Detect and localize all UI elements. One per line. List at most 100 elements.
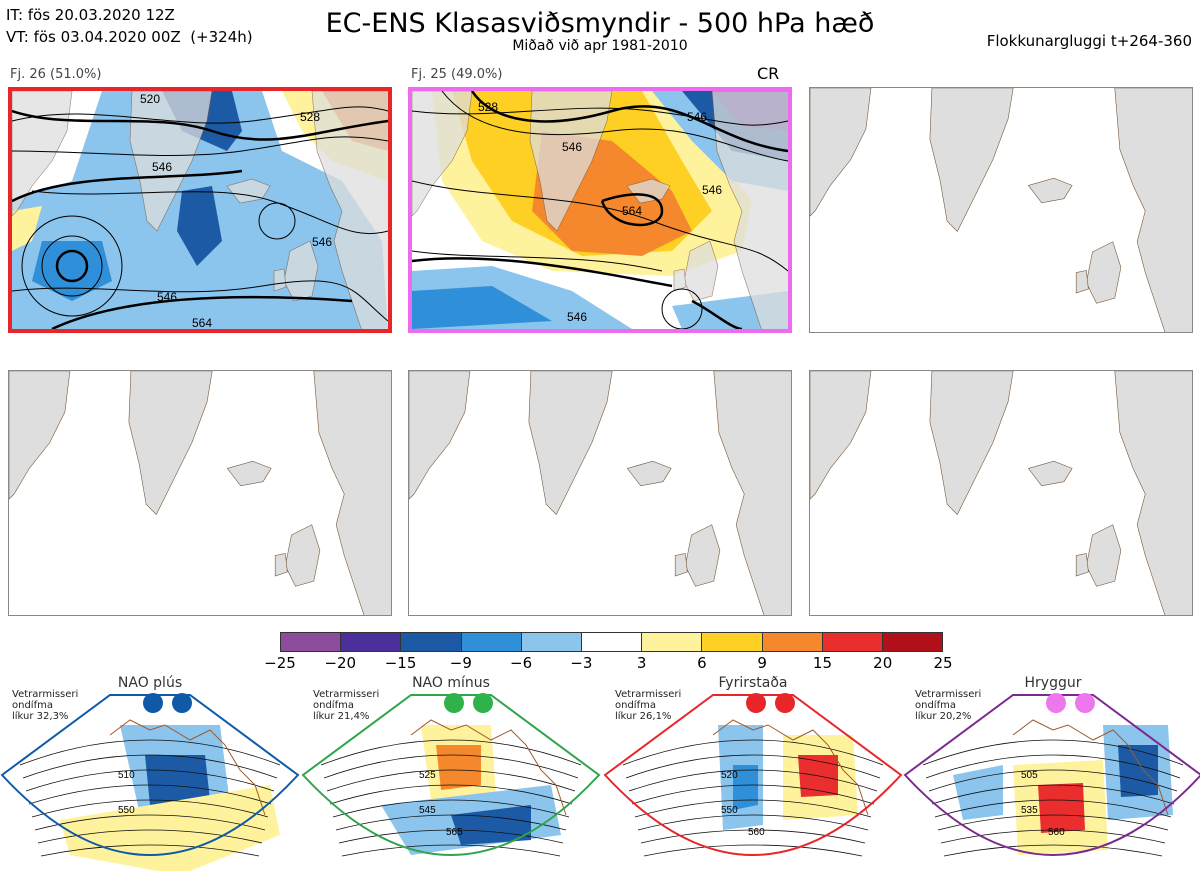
height-contour [928,769,1178,792]
colorbar-tick: 15 [812,654,832,672]
cluster-map-2: 528 546 546 564 546 546 [412,91,788,329]
cluster-panel-3 [809,87,1193,333]
colorbar-swatch [581,633,643,651]
colorbar-swatch [401,633,462,651]
regime-dot [746,693,766,713]
regime-border [603,694,903,856]
height-contour [40,844,260,857]
coastline [712,719,869,816]
contour-label: 546 [702,183,722,197]
contour-label: 510 [118,770,135,781]
anomaly-area [1038,783,1085,833]
contour-label: 546 [687,110,707,124]
height-contour [22,754,278,779]
cluster-panel-4 [8,370,392,616]
anomaly-area [1118,745,1158,797]
regime-dot [1046,693,1066,713]
height-contour [637,814,869,831]
contour-label: 525 [419,770,436,781]
regime-dot [1075,693,1095,713]
contour-label: 565 [446,827,463,838]
contour-label: 520 [140,92,160,106]
coastline [410,719,567,816]
height-contour [634,799,872,818]
regime-map: 510 550 [0,693,300,871]
coastline [109,719,266,816]
height-contour [31,799,269,818]
height-contour [631,784,875,805]
colorbar-swatch [281,633,342,651]
page-subtitle: Miðað við apr 1981-2010 [512,38,688,54]
regime-note: Vetrarmisseri ondífma líkur 20,2% [915,689,982,722]
colorbar-tick: −6 [510,654,533,672]
colorbar-swatch [762,633,823,651]
panel-2-tag: CR [757,64,780,83]
anomaly-colorbar [280,632,943,652]
anomaly-area [733,765,758,810]
colorbar-swatch [822,633,883,651]
height-contour [28,784,272,805]
height-contour [643,844,863,857]
regime-map: 525 545 565 [301,693,601,857]
colorbar-tick: −15 [384,654,417,672]
colorbar-swatch [642,633,703,651]
contour-label: 535 [1021,805,1038,816]
regime-dot [444,693,464,713]
empty-map-4 [9,371,391,615]
regime-dot [143,693,163,713]
colorbar-tick: −9 [449,654,472,672]
anomaly-area [436,745,481,790]
regime-note: Vetrarmisseri ondífma líkur 26,1% [615,689,682,722]
height-contour [931,784,1175,805]
regime-border [0,694,300,856]
regime-map: 505 535 560 [903,693,1200,857]
regime-dot [775,693,795,713]
height-contour [323,754,579,779]
contour-label: 545 [419,805,436,816]
regime-name: Hryggur [1024,675,1082,691]
height-contour [925,754,1181,779]
cluster-panel-2[interactable]: 528 546 546 564 546 546 [408,87,792,333]
colorbar-tick: 9 [757,654,767,672]
contour-label: 546 [562,140,582,154]
regime-3: 520 550 560 Fyrirstaða Vetrarmisseri ondífma… [603,675,903,871]
colorbar-swatch [521,633,582,651]
anomaly-area [451,805,531,845]
colorbar-tick: 25 [933,654,953,672]
colorbar-swatch [882,633,943,651]
header-times: IT: fös 20.03.2020 12Z VT: fös 03.04.2020… [6,4,253,48]
height-contour [320,739,582,766]
colorbar-tick: −20 [324,654,357,672]
contour-label: 560 [1048,827,1065,838]
init-time: IT: fös 20.03.2020 12Z [6,6,175,24]
height-contour [640,829,866,844]
regime-map: 520 550 560 [603,693,903,857]
coastline [1012,719,1169,816]
colorbar-swatch [461,633,522,651]
panel-1-label: Fj. 26 (51.0%) [10,67,102,82]
cluster-panel-6 [809,370,1193,616]
cluster-panel-1[interactable]: 520 528 546 546 546 564 [8,87,392,333]
colorbar-tick: −25 [264,654,296,672]
contour-label: 546 [567,310,587,324]
height-contour [940,829,1166,844]
height-contour [332,799,570,818]
regime-note: Vetrarmisseri ondífma líkur 32,3% [12,689,79,722]
colorbar-tick: 6 [697,654,707,672]
colorbar-tick: 3 [636,654,647,672]
empty-map-5 [409,371,791,615]
empty-map-6 [810,371,1192,615]
height-contour [943,844,1163,857]
contour-label: 560 [748,827,765,838]
contour-label: 546 [157,290,177,304]
contour-label: 546 [152,160,172,174]
height-contour [625,754,881,779]
regime-2: 525 545 565 NAO mínus Vetrarmisseri ondífma … [301,675,601,871]
regime-dot [172,693,192,713]
contour-label: 564 [622,204,642,218]
colorbar-swatch [341,633,402,651]
height-contour [329,784,573,805]
height-contour [922,739,1184,766]
height-contour [622,739,884,766]
regime-dot [473,693,493,713]
